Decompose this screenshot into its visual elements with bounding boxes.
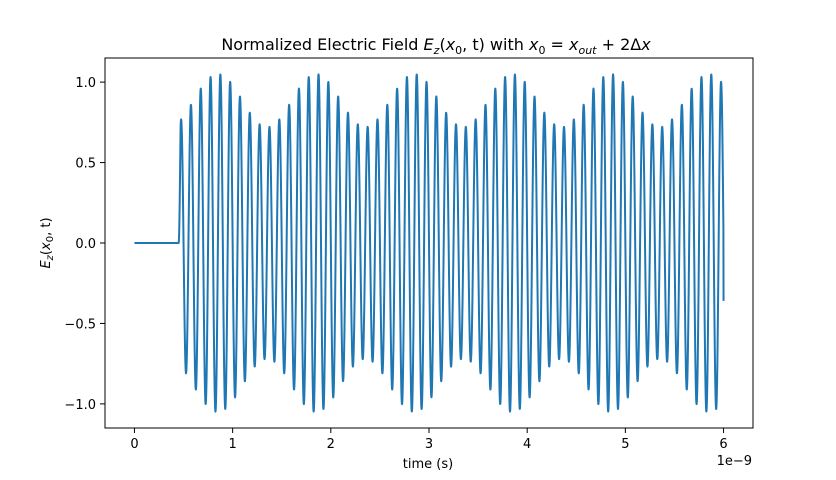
x-tick-label: 4 bbox=[523, 437, 531, 452]
title-field-arg1-sub: 0 bbox=[455, 44, 462, 57]
title-field-open: ( bbox=[439, 35, 445, 54]
x-offset-label: 1e−9 bbox=[717, 454, 752, 469]
y-tick-label: 0.5 bbox=[75, 157, 96, 172]
x-axis-label: time (s) bbox=[403, 457, 453, 472]
y-label-symbol: E bbox=[39, 260, 54, 269]
title-x0: x bbox=[528, 35, 539, 54]
title-field-arg1: x bbox=[445, 35, 456, 54]
x-tick-label: 2 bbox=[327, 437, 335, 452]
x-tick-label: 0 bbox=[130, 437, 138, 452]
y-label-open: ( bbox=[39, 250, 54, 255]
y-tick-label: 1.0 bbox=[75, 76, 96, 91]
y-tick-label: −0.5 bbox=[64, 317, 96, 332]
x-tick-label: 5 bbox=[621, 437, 629, 452]
title-xout-sub: out bbox=[578, 44, 597, 57]
y-label-arg-sub: 0 bbox=[45, 236, 56, 242]
x-tick-label: 6 bbox=[719, 437, 727, 452]
title-dx: x bbox=[640, 35, 651, 54]
title-middle: with bbox=[485, 35, 529, 54]
y-axis-label: Ez(x0, t) bbox=[39, 217, 56, 268]
x-tick-label: 3 bbox=[425, 437, 433, 452]
plot-frame bbox=[104, 57, 754, 429]
title-eq: = bbox=[545, 35, 569, 54]
y-label-rest: , t) bbox=[39, 217, 54, 235]
title-x0-sub: 0 bbox=[538, 44, 545, 57]
y-tick-label: −1.0 bbox=[64, 398, 96, 413]
y-label-sub: z bbox=[45, 254, 56, 261]
title-prefix: Normalized Electric Field bbox=[221, 35, 423, 54]
tick-group: 0 1 2 3 4 5 6 −1.0 −0.5 0.0 0.5 1.0 bbox=[64, 76, 727, 452]
title-field-sub: z bbox=[433, 44, 440, 57]
y-tick-label: 0.0 bbox=[75, 237, 96, 252]
y-label-arg: x bbox=[39, 242, 54, 251]
x-tick-label: 1 bbox=[228, 437, 236, 452]
title-field-rest: , t) bbox=[462, 35, 485, 54]
chart-title: Normalized Electric Field Ez(x0, t) with… bbox=[221, 35, 651, 57]
title-xout: x bbox=[568, 35, 579, 54]
title-field-symbol: E bbox=[424, 35, 435, 54]
title-plus: + 2Δ bbox=[597, 35, 642, 54]
series-line bbox=[133, 73, 725, 413]
